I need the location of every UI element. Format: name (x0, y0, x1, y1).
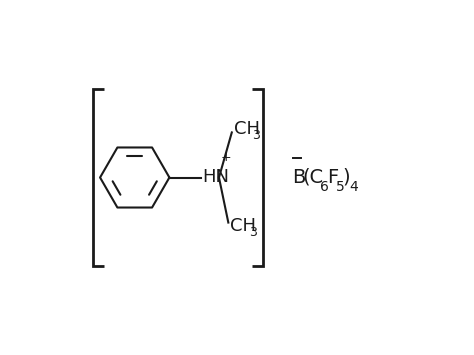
Text: 3: 3 (252, 129, 260, 142)
Text: 6: 6 (320, 180, 329, 194)
Text: B: B (292, 168, 306, 187)
Text: 4: 4 (349, 180, 358, 194)
Text: 3: 3 (249, 226, 256, 239)
Text: +: + (220, 151, 231, 164)
Text: CH: CH (234, 120, 260, 138)
Text: CH: CH (230, 217, 256, 235)
Text: (C: (C (303, 168, 324, 187)
Text: ): ) (343, 168, 350, 187)
Text: HN: HN (202, 169, 229, 186)
Text: F: F (327, 168, 338, 187)
Text: 5: 5 (336, 180, 345, 194)
